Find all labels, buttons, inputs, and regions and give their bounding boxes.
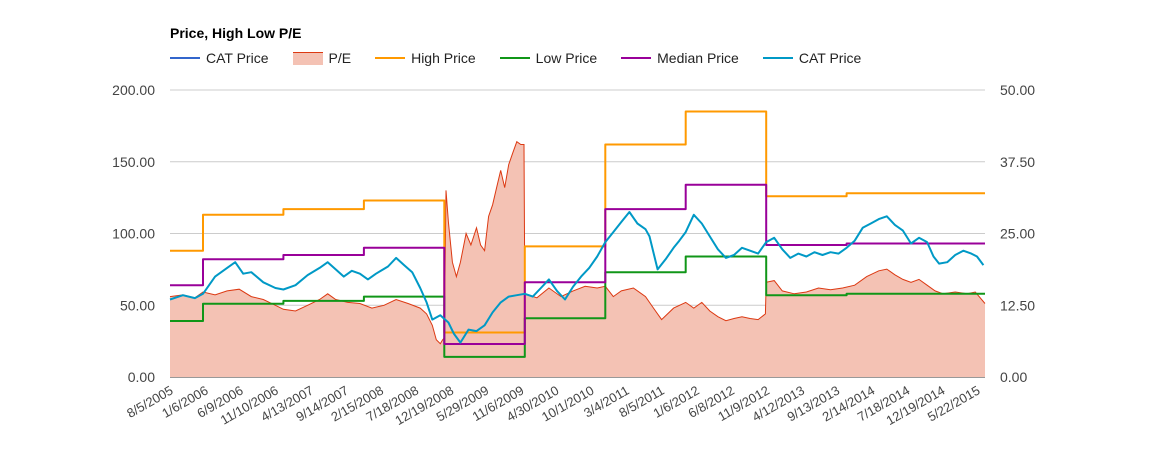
legend-swatch-cat-price (170, 57, 200, 59)
legend-swatch-cat-price-2 (762, 57, 793, 59)
left-axis-tick-label: 100.00 (112, 226, 155, 242)
right-axis-tick-label: 12.50 (1000, 297, 1035, 313)
legend-label-cat-price: CAT Price (206, 50, 269, 66)
legend-item-high-price[interactable]: High Price (375, 50, 476, 66)
pe-area-fill (170, 141, 985, 377)
legend-item-low-price[interactable]: Low Price (499, 50, 598, 66)
legend-item-cat-price-2[interactable]: CAT Price (762, 50, 862, 66)
legend-label-cat-price-2: CAT Price (798, 50, 862, 66)
chart-title: Price, High Low P/E (170, 25, 302, 41)
left-axis-tick-label: 50.00 (120, 297, 155, 313)
legend-label-low-price: Low Price (535, 50, 598, 66)
legend-item-cat-price[interactable]: CAT Price (170, 50, 269, 66)
right-axis-tick-label: 37.50 (1000, 154, 1035, 170)
legend-label-high-price: High Price (411, 50, 476, 66)
legend-swatch-pe (292, 51, 323, 65)
cat-price-line (169, 211, 985, 344)
right-axis-tick-label: 50.00 (1000, 82, 1035, 98)
right-axis-tick-label: 25.00 (1000, 226, 1035, 242)
right-axis-tick-label: 0.00 (1000, 369, 1027, 385)
left-axis-tick-label: 150.00 (112, 154, 155, 170)
legend-item-pe[interactable]: P/E (292, 50, 352, 66)
legend-item-median-price[interactable]: Median Price (621, 50, 739, 66)
legend-swatch-high-price (375, 57, 406, 59)
legend-swatch-low-price (499, 57, 530, 59)
legend-label-pe: P/E (328, 50, 352, 66)
median-price-line (170, 183, 985, 345)
left-axis-tick-label: 0.00 (128, 369, 155, 385)
pe-area-line (169, 140, 986, 345)
legend-swatch-median-price (621, 57, 652, 59)
legend-label-median-price: Median Price (657, 50, 739, 66)
legend: CAT Price P/E High Price Low Price Media… (170, 48, 885, 68)
left-axis-tick-label: 200.00 (112, 82, 155, 98)
